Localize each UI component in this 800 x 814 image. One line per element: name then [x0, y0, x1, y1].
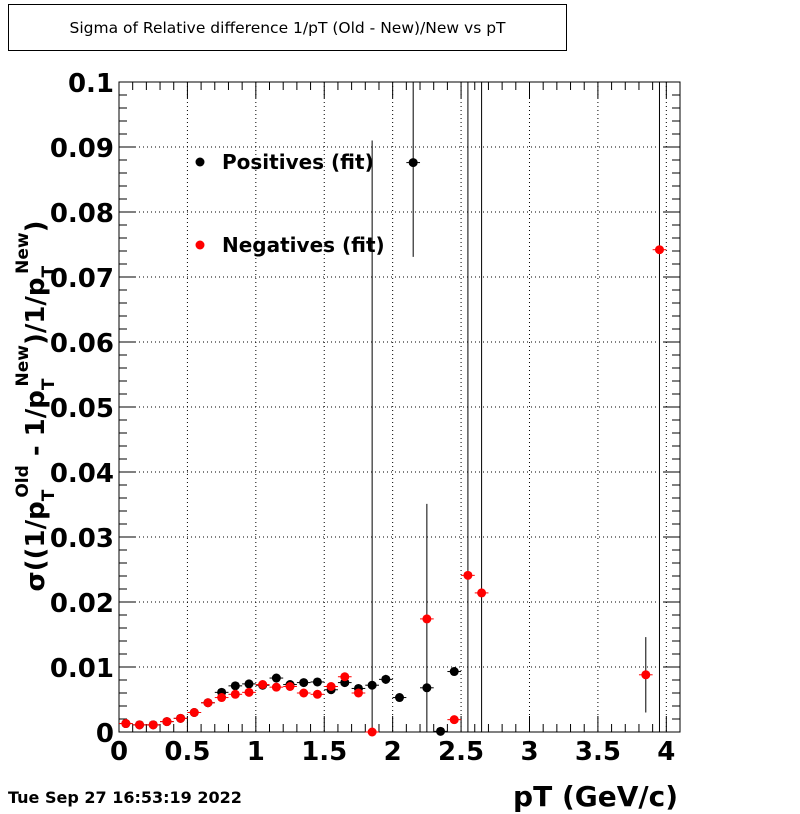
data-point	[312, 689, 322, 699]
data-point	[135, 720, 145, 730]
grid	[119, 82, 680, 732]
data-point	[162, 717, 172, 727]
y-title-part: - 1/p	[21, 390, 51, 465]
x-tick-label: 4	[657, 737, 675, 767]
data-point	[395, 693, 404, 703]
data-point	[230, 689, 240, 699]
data-point	[217, 693, 227, 703]
legend-marker	[195, 157, 205, 167]
x-tick-label: 2.5	[438, 737, 484, 767]
y-title-superscript: New	[13, 232, 33, 274]
data-point	[271, 673, 281, 683]
legend: Positives (fit) Negatives (fit)	[195, 150, 385, 257]
data-point	[449, 715, 459, 725]
data-point	[271, 682, 281, 692]
y-title-part: )	[21, 221, 51, 233]
data-point	[121, 719, 131, 729]
data-point	[189, 708, 199, 717]
y-tick-labels: 0 0.01 0.02 0.03 0.04 0.05 0.06 0.07 0.08 0.09 0.1	[50, 69, 114, 749]
y-tick-label: 0	[96, 719, 114, 749]
data-point	[477, 588, 487, 598]
data-point	[641, 670, 651, 680]
series-0	[119, 82, 462, 736]
data-point	[285, 682, 295, 691]
data-point	[244, 679, 254, 689]
y-title-part: )/1/p	[21, 277, 51, 345]
data-point	[449, 667, 459, 677]
y-title-subscript: T	[39, 265, 59, 277]
x-tick-label: 1	[247, 737, 265, 767]
chart-title: Sigma of Relative difference 1/pT (Old -…	[69, 18, 506, 37]
data-point	[654, 245, 664, 255]
x-tick-label: 3	[520, 737, 538, 767]
x-tick-label: 1.5	[301, 737, 347, 767]
data-point	[176, 713, 186, 723]
x-tick-label: 0	[110, 737, 128, 767]
y-tick-label: 0.02	[50, 589, 114, 619]
chart-title-box: Sigma of Relative difference 1/pT (Old -…	[8, 4, 567, 51]
y-title-part: σ((1/p	[21, 501, 51, 591]
data-point	[326, 682, 336, 691]
data-point	[230, 681, 240, 691]
y-tick-label: 0.09	[50, 134, 114, 164]
data-point	[244, 687, 254, 697]
x-tick-label: 3.5	[575, 737, 621, 767]
data-point	[258, 680, 268, 690]
data-point	[299, 688, 309, 698]
data-point	[367, 727, 377, 737]
timestamp: Tue Sep 27 16:53:19 2022	[8, 788, 242, 807]
data-point	[312, 677, 322, 687]
legend-label: Negatives (fit)	[222, 233, 385, 257]
series-1	[119, 82, 667, 737]
y-tick-label: 0.05	[50, 394, 114, 424]
y-title-superscript: Old	[13, 465, 33, 497]
x-tick-labels: 0 0.5 1 1.5 2 2.5 3 3.5 4	[110, 737, 675, 767]
data-series	[119, 82, 667, 737]
legend-label: Positives (fit)	[222, 150, 374, 174]
data-point	[203, 698, 213, 708]
y-title-subscript: T	[39, 489, 59, 501]
data-point	[463, 570, 473, 580]
y-tick-label: 0.1	[68, 69, 114, 99]
axis-ticks	[118, 81, 680, 733]
data-point	[148, 720, 158, 730]
data-point	[381, 674, 391, 684]
x-axis-title: pT (GeV/c)	[513, 780, 678, 813]
legend-marker	[195, 240, 205, 250]
y-tick-label: 0.08	[50, 199, 114, 229]
y-tick-label: 0.01	[50, 654, 114, 684]
y-tick-label: 0.03	[50, 524, 114, 554]
y-tick-label: 0.06	[50, 329, 114, 359]
data-point	[353, 688, 363, 698]
data-point	[422, 614, 432, 624]
data-point	[436, 726, 446, 736]
data-point	[340, 672, 350, 682]
x-tick-label: 0.5	[164, 737, 210, 767]
data-point	[408, 158, 418, 168]
y-axis-title: σ((1/pTOld - 1/pTNew)/1/pTNew)	[13, 221, 59, 592]
y-title-subscript: T	[39, 378, 59, 390]
y-tick-label: 0.07	[50, 264, 114, 294]
data-point	[299, 678, 309, 688]
y-tick-label: 0.04	[50, 459, 114, 489]
y-title-superscript: New	[13, 345, 33, 387]
x-tick-label: 2	[384, 737, 402, 767]
